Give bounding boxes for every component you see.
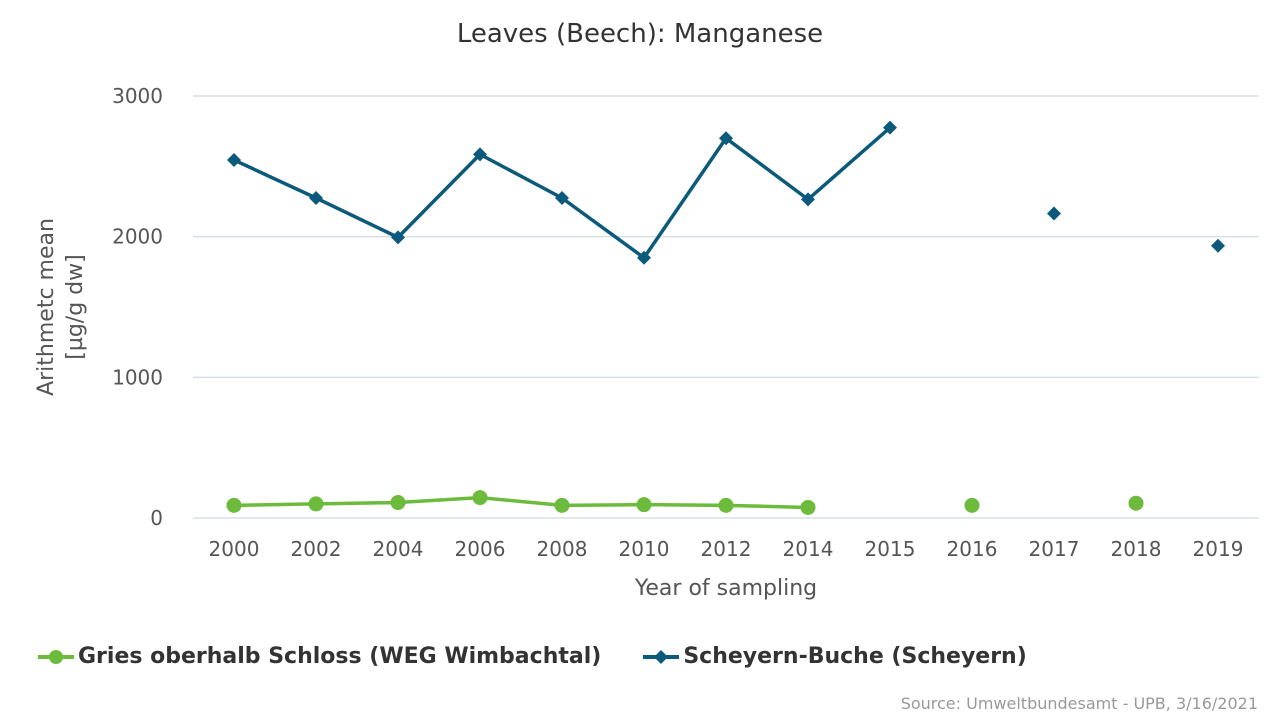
series-0 xyxy=(226,490,1144,515)
series-layer xyxy=(226,120,1225,515)
data-point[interactable] xyxy=(472,490,488,506)
x-tick-label: 2002 xyxy=(291,537,342,561)
legend-label: Scheyern-Buche (Scheyern) xyxy=(683,644,1027,669)
chart-title: Leaves (Beech): Manganese xyxy=(457,19,823,49)
series-1 xyxy=(227,120,1225,265)
y-tick-label: 3000 xyxy=(112,84,163,108)
x-axis-title: Year of sampling xyxy=(634,576,817,601)
data-point[interactable] xyxy=(1128,495,1144,511)
data-point[interactable] xyxy=(1047,206,1061,221)
x-tick-label: 2008 xyxy=(537,537,588,561)
x-tick-label: 2012 xyxy=(701,537,752,561)
data-point[interactable] xyxy=(555,190,569,205)
x-tick-label: 2018 xyxy=(1111,537,1162,561)
series-line xyxy=(233,495,809,510)
x-tick-label: 2017 xyxy=(1029,537,1080,561)
data-point[interactable] xyxy=(391,230,405,245)
x-tick-label: 2019 xyxy=(1193,537,1244,561)
x-tick-label: 2015 xyxy=(865,537,916,561)
data-point[interactable] xyxy=(309,190,323,205)
gridlines xyxy=(193,95,1259,519)
x-tick-label: 2000 xyxy=(209,537,260,561)
data-point[interactable] xyxy=(308,496,324,512)
x-tick-label: 2016 xyxy=(947,537,998,561)
data-point[interactable] xyxy=(1211,238,1225,253)
legend: Gries oberhalb Schloss (WEG Wimbachtal) … xyxy=(38,644,1069,669)
diamond-marker-icon xyxy=(643,649,680,664)
legend-item-gries[interactable]: Gries oberhalb Schloss (WEG Wimbachtal) xyxy=(38,644,601,669)
y-tick-label: 0 xyxy=(150,506,163,530)
data-point[interactable] xyxy=(636,497,652,513)
y-tick-label: 2000 xyxy=(112,225,163,249)
x-tick-label: 2004 xyxy=(373,537,424,561)
data-point[interactable] xyxy=(554,497,570,513)
y-axis-title-line: Arithmetc mean xyxy=(34,218,59,396)
x-tick-label: 2010 xyxy=(619,537,670,561)
data-point[interactable] xyxy=(964,497,980,513)
data-point[interactable] xyxy=(226,497,242,513)
data-point[interactable] xyxy=(637,250,651,265)
line-chart: Leaves (Beech): Manganese 0100020003000 … xyxy=(34,19,1259,601)
data-point[interactable] xyxy=(227,153,241,168)
source-note: Source: Umweltbundesamt - UPB, 3/16/2021 xyxy=(900,694,1258,713)
y-axis-ticks: 0 1000 2000 3000 xyxy=(112,84,163,530)
data-point[interactable] xyxy=(718,497,734,513)
x-tick-label: 2006 xyxy=(455,537,506,561)
legend-item-scheyern[interactable]: Scheyern-Buche (Scheyern) xyxy=(643,644,1027,669)
data-point[interactable] xyxy=(390,495,406,511)
data-point[interactable] xyxy=(801,192,815,207)
data-point[interactable] xyxy=(473,147,487,162)
y-axis-title: Arithmetc mean [µg/g dw] xyxy=(34,218,88,396)
data-point[interactable] xyxy=(883,120,897,135)
data-point[interactable] xyxy=(719,131,733,146)
x-axis-ticks: 2000 2002 2004 2006 2008 2010 2012 2014 2015 2016… xyxy=(209,537,1244,561)
y-axis-title-line: [µg/g dw] xyxy=(63,254,88,359)
circle-marker-icon xyxy=(38,649,74,664)
y-tick-label: 1000 xyxy=(112,365,163,389)
legend-label: Gries oberhalb Schloss (WEG Wimbachtal) xyxy=(78,644,602,669)
x-tick-label: 2014 xyxy=(783,537,834,561)
data-point[interactable] xyxy=(800,499,816,515)
